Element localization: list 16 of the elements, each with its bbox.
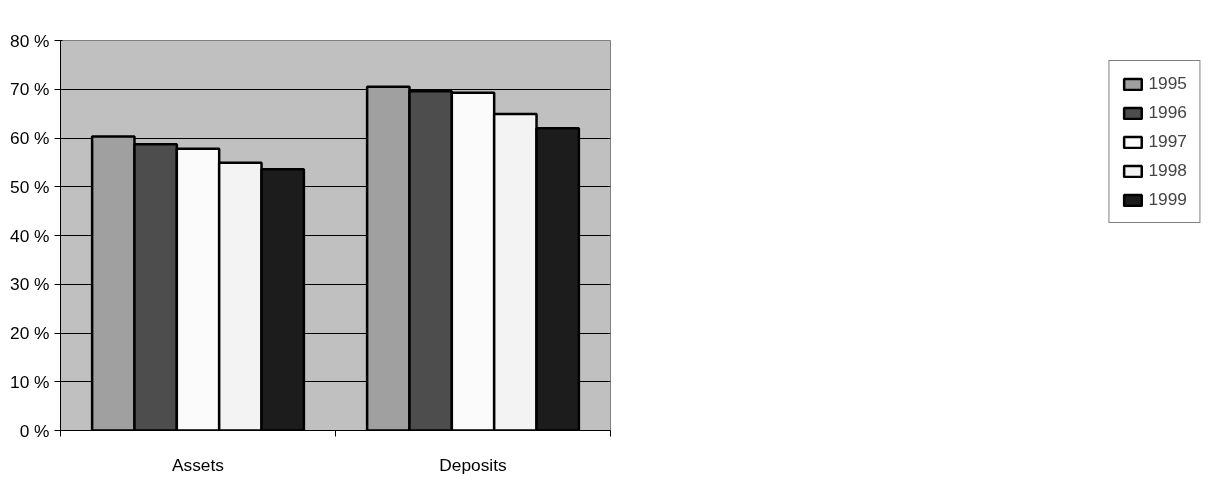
y-tick-label: 20 %	[10, 323, 50, 343]
y-tick-label: 80 %	[10, 30, 50, 51]
y-tick-label: 70 %	[10, 79, 50, 100]
x-tick-label: Assets	[172, 454, 225, 475]
legend-label: 1999	[1148, 189, 1187, 210]
y-tick-label: 50 %	[10, 176, 50, 197]
y-tick-label: 60 %	[10, 128, 50, 148]
y-tick-label: 0 %	[19, 420, 50, 441]
y-tick-label: 40 %	[10, 225, 50, 246]
legend-label: 1998	[1148, 160, 1187, 181]
legend-label: 1997	[1148, 131, 1187, 152]
y-tick-label: 10 %	[10, 371, 50, 392]
y-tick-label: 30 %	[10, 274, 50, 295]
legend-label: 1996	[1148, 102, 1187, 123]
x-tick-label: Deposits	[439, 454, 508, 475]
legend-label: 1995	[1148, 73, 1187, 94]
